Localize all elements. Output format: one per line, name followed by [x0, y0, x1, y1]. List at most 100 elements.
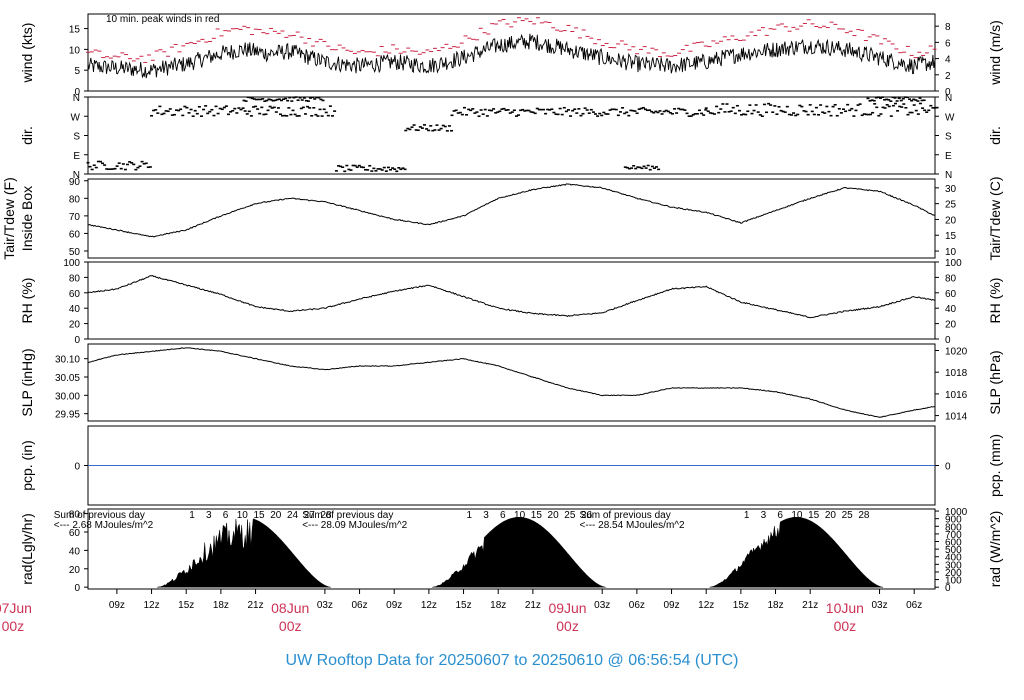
rad-day-2 — [432, 517, 606, 588]
slp-ticklabel-right: 1014 — [945, 412, 968, 423]
rad-hour-marker: 24 — [287, 510, 299, 521]
x-day-date: 08Jun — [271, 600, 309, 616]
wind-annotation: 10 min. peak winds in red — [106, 14, 219, 25]
dir-ylabel-left: dir. — [19, 126, 35, 145]
rad-hour-marker: 1 — [744, 510, 750, 521]
temp-ticklabel-left: 50 — [69, 247, 81, 258]
rad-ylabel-right: rad (W/m^2) — [987, 511, 1003, 588]
temp-ticklabel-right: 30 — [945, 184, 957, 195]
wind-ticklabel-right: 8 — [945, 22, 951, 33]
rad-annotation-title-2: Sum of previous day — [302, 510, 393, 521]
temp-ylabel-left-1: Tair/Tdew (F) — [1, 177, 17, 259]
x-day-date: 09Jun — [548, 600, 586, 616]
dir-ticklabel-right: E — [945, 151, 952, 162]
wind-ticklabel-left: 15 — [69, 25, 81, 36]
x-ticklabel: 18z — [213, 600, 229, 611]
rad-ticklabel-right: 900 — [945, 515, 962, 526]
rh-ticklabel-left: 80 — [69, 273, 81, 284]
temp-ticklabel-right: 25 — [945, 200, 957, 211]
temp-ticklabel-left: 70 — [69, 212, 81, 223]
panel-pcp: pcp. (in) pcp. (mm) 0 0 — [19, 425, 1003, 506]
rad-ylabel-left: rad(Lgly/hr) — [19, 513, 35, 585]
slp-ticklabel-right: 1020 — [945, 347, 968, 358]
rad-ticklabel-right: 0 — [945, 583, 951, 594]
rad-ticklabel-right: 300 — [945, 560, 962, 571]
temp-line — [87, 183, 936, 238]
pcp-ticklabel-right: 0 — [945, 462, 951, 473]
dir-ticklabel-left: N — [73, 93, 80, 104]
slp-ticklabel-left: 29.95 — [55, 410, 80, 421]
rh-ticklabel-right: 20 — [945, 320, 957, 331]
x-day-hour: 00z — [279, 618, 302, 634]
rad-hour-marker: 27 — [304, 510, 316, 521]
slp-ticklabel-left: 30.05 — [55, 373, 80, 384]
rh-ticklabel-left: 60 — [69, 289, 81, 300]
wind-ylabel-right: wind (m/s) — [987, 20, 1003, 86]
rad-hour-marker: 28 — [858, 510, 870, 521]
x-ticklabel: 18z — [490, 600, 506, 611]
rh-ticklabel-right: 0 — [945, 335, 951, 346]
rad-hour-marker: 15 — [808, 510, 820, 521]
rh-ylabel-left: RH (%) — [19, 278, 35, 324]
rad-ticklabel-right: 700 — [945, 530, 962, 541]
dir-ticklabel-right: N — [945, 170, 952, 181]
rad-ticklabel-left: 80 — [69, 510, 81, 521]
rad-hour-marker: 6 — [777, 510, 783, 521]
rh-ticklabel-left: 20 — [69, 320, 81, 331]
x-day-date: 07Jun — [0, 600, 32, 616]
rad-ticklabel-left: 0 — [74, 583, 80, 594]
slp-ticklabel-left: 30.10 — [55, 355, 80, 366]
rad-hour-marker: 28 — [320, 510, 332, 521]
rad-hour-marker: 10 — [237, 510, 249, 521]
temp-frame — [87, 178, 936, 259]
x-day-date: 10Jun — [826, 600, 864, 616]
dir-ticklabel-left: W — [71, 112, 81, 123]
slp-line — [87, 347, 936, 418]
rh-ticklabel-left: 100 — [63, 258, 80, 269]
slp-frame — [87, 343, 936, 422]
rad-ticklabel-left: 20 — [69, 565, 81, 576]
dir-ticklabel-right: S — [945, 132, 952, 143]
x-day-hour: 00z — [834, 618, 857, 634]
chart-title: UW Rooftop Data for 20250607 to 20250610… — [286, 652, 739, 669]
x-ticklabel: 06z — [629, 600, 645, 611]
temp-ticklabel-left: 60 — [69, 229, 81, 240]
rh-ylabel-right: RH (%) — [987, 278, 1003, 324]
rad-ticklabel-right: 600 — [945, 538, 962, 549]
panel-wind: wind (kts) wind (m/s) 0 5 10 15 0 2 4 6 8 10 min. p… — [19, 13, 1003, 98]
rad-hour-marker: 25 — [842, 510, 854, 521]
wind-ticklabel-left: 0 — [74, 87, 80, 98]
rad-day-3 — [709, 517, 884, 588]
rad-hour-marker: 20 — [548, 510, 560, 521]
panel-rh: RH (%) RH (%) 0 20 40 60 80 100 0 20 40 60 80 100 — [19, 258, 1003, 346]
slp-ticklabel-right: 1018 — [945, 368, 968, 379]
rad-ticklabel-left: 60 — [69, 528, 81, 539]
wind-ticklabel-right: 4 — [945, 55, 951, 66]
rad-hour-marker: 3 — [483, 510, 489, 521]
rad-hour-marker: 15 — [253, 510, 265, 521]
temp-ticklabel-right: 15 — [945, 231, 957, 242]
temp-ylabel-left-2: Inside Box — [19, 186, 35, 251]
rad-annotation-value-2: <--- 28.09 MJoules/m^2 — [302, 520, 407, 531]
rh-ticklabel-left: 0 — [74, 335, 80, 346]
x-ticklabel: 06z — [906, 600, 922, 611]
x-ticklabel: 21z — [802, 600, 818, 611]
rad-ticklabel-right: 1000 — [945, 507, 968, 518]
rh-frame — [87, 261, 936, 340]
temp-ticklabel-right: 20 — [945, 215, 957, 226]
rad-hour-marker: 25 — [564, 510, 576, 521]
x-ticklabel: 12z — [698, 600, 714, 611]
dir-ticklabel-left: S — [73, 132, 80, 143]
rh-line — [87, 275, 936, 319]
rh-ticklabel-right: 40 — [945, 304, 957, 315]
x-ticklabel: 03z — [317, 600, 333, 611]
rad-annotation-title-1: Sum of previous day — [54, 510, 145, 521]
rh-ticklabel-right: 100 — [945, 258, 962, 269]
x-ticklabel: 15z — [455, 600, 471, 611]
rad-ticklabel-left: 40 — [69, 546, 81, 557]
slp-ticklabel-left: 30.00 — [55, 391, 80, 402]
pcp-ticklabel-left: 0 — [74, 462, 80, 473]
panel-rad: rad(Lgly/hr) rad (W/m^2)02040608001002003… — [19, 507, 1003, 594]
x-ticklabel: 09z — [663, 600, 679, 611]
